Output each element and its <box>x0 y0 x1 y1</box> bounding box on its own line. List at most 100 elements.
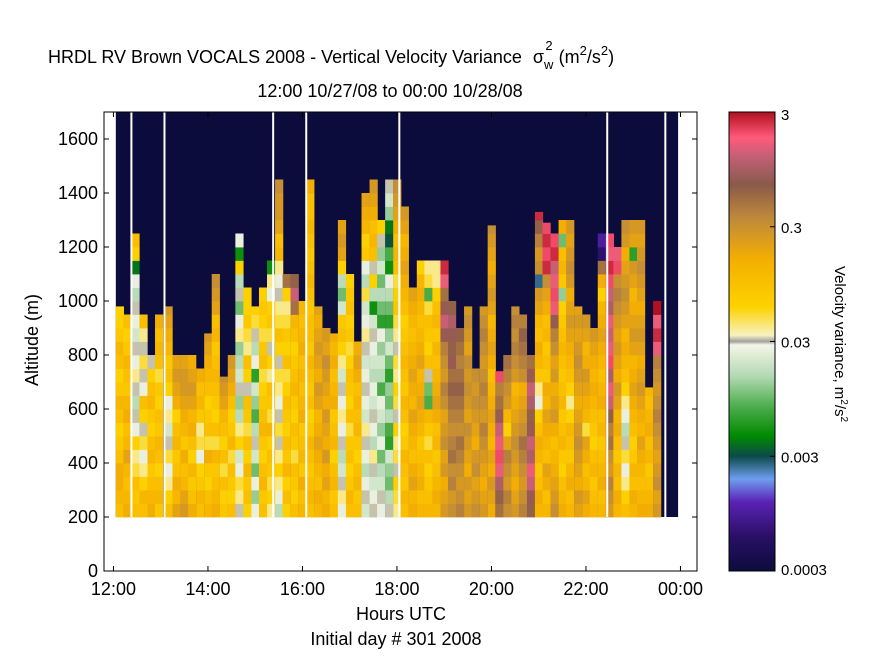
heatmap-cell <box>243 341 252 356</box>
heatmap-cell <box>314 306 323 315</box>
heatmap-cell <box>180 436 189 450</box>
heatmap-cell <box>629 395 638 410</box>
heatmap-cell <box>369 422 378 437</box>
heatmap-cell <box>621 274 630 288</box>
heatmap-cell <box>566 233 575 248</box>
heatmap-cell <box>471 436 480 450</box>
heatmap-cell <box>605 247 615 261</box>
heatmap-cell <box>408 395 417 410</box>
heatmap-cell <box>534 328 544 342</box>
heatmap-cell <box>574 490 583 504</box>
profile-column <box>518 314 528 518</box>
heatmap-cell <box>235 476 244 491</box>
heatmap-cell <box>400 436 409 450</box>
heatmap-cell <box>282 503 291 518</box>
heatmap-cell <box>550 463 559 477</box>
heatmap-cell <box>589 436 598 450</box>
heatmap-cell <box>385 382 394 396</box>
heatmap-cell <box>621 314 630 329</box>
heatmap-cell <box>495 503 504 518</box>
heatmap-cell <box>393 449 402 464</box>
heatmap-cell <box>464 341 473 356</box>
heatmap-cell <box>139 422 148 437</box>
heatmap-plot <box>103 111 698 572</box>
profile-column <box>204 333 213 518</box>
x-axis-label-secondary: Initial day # 301 2008 <box>310 629 481 649</box>
heatmap-cell <box>219 409 228 423</box>
heatmap-cell <box>227 368 236 383</box>
heatmap-cell <box>440 490 449 504</box>
heatmap-cell <box>629 503 638 518</box>
heatmap-cell <box>447 476 457 491</box>
heatmap-cell <box>447 328 457 342</box>
heatmap-cell <box>464 476 473 491</box>
heatmap-cell <box>416 436 425 450</box>
heatmap-cell <box>353 395 362 410</box>
profile-column <box>219 376 228 518</box>
heatmap-cell <box>605 422 615 437</box>
heatmap-cell <box>123 463 132 477</box>
heatmap-cell <box>337 314 347 329</box>
heatmap-cell <box>290 395 299 410</box>
profile-column <box>645 387 654 518</box>
heatmap-cell <box>558 395 567 410</box>
heatmap-cell <box>314 422 323 437</box>
heatmap-cell <box>385 193 394 207</box>
heatmap-cell <box>385 233 394 248</box>
heatmap-cell <box>479 449 488 464</box>
heatmap-cell <box>613 287 622 302</box>
heatmap-cell <box>147 368 156 383</box>
heatmap-cell <box>164 314 173 329</box>
heatmap-cell <box>424 301 433 315</box>
heatmap-cell <box>589 463 598 477</box>
heatmap-cell <box>306 463 315 477</box>
heatmap-cell <box>534 368 544 383</box>
heatmap-cell <box>204 436 213 450</box>
heatmap-cell <box>298 490 307 504</box>
heatmap-cell <box>518 436 528 450</box>
heatmap-cell <box>377 260 386 275</box>
heatmap-cell <box>534 287 544 302</box>
heatmap-cell <box>636 422 646 437</box>
heatmap-cell <box>337 449 347 464</box>
heatmap-cell <box>345 301 355 315</box>
heatmap-cell <box>164 422 173 437</box>
heatmap-cell <box>613 274 622 288</box>
heatmap-cell <box>267 409 276 423</box>
heatmap-cell <box>164 436 173 450</box>
heatmap-cell <box>636 341 646 356</box>
heatmap-cell <box>558 274 567 288</box>
heatmap-cell <box>115 409 125 423</box>
heatmap-cell <box>440 274 449 288</box>
heatmap-cell <box>329 436 339 450</box>
heatmap-cell <box>235 436 244 450</box>
heatmap-cell <box>518 409 528 423</box>
heatmap-cell <box>495 371 504 383</box>
heatmap-cell <box>235 463 244 477</box>
heatmap-cell <box>456 328 465 342</box>
heatmap-cell <box>550 409 559 423</box>
heatmap-cell <box>653 449 662 464</box>
heatmap-cell <box>503 436 512 450</box>
heatmap-cell <box>164 449 173 464</box>
heatmap-cell <box>440 328 449 342</box>
heatmap-cell <box>424 382 433 396</box>
heatmap-cell <box>653 341 662 356</box>
heatmap-cell <box>613 355 622 369</box>
heatmap-cell <box>653 503 662 518</box>
heatmap-cell <box>574 382 583 396</box>
heatmap-cell <box>542 301 551 315</box>
heatmap-cell <box>621 503 630 518</box>
heatmap-cell <box>605 463 615 477</box>
heatmap-cell <box>235 247 244 261</box>
heatmap-cell <box>322 395 331 410</box>
heatmap-cell <box>597 422 606 437</box>
heatmap-cell <box>155 476 164 491</box>
heatmap-cell <box>653 382 662 396</box>
heatmap-cell <box>464 449 473 464</box>
heatmap-cell <box>314 449 323 464</box>
heatmap-cell <box>487 503 496 518</box>
heatmap-cell <box>605 503 615 518</box>
heatmap-cell <box>589 490 598 504</box>
profile-column <box>582 314 591 518</box>
